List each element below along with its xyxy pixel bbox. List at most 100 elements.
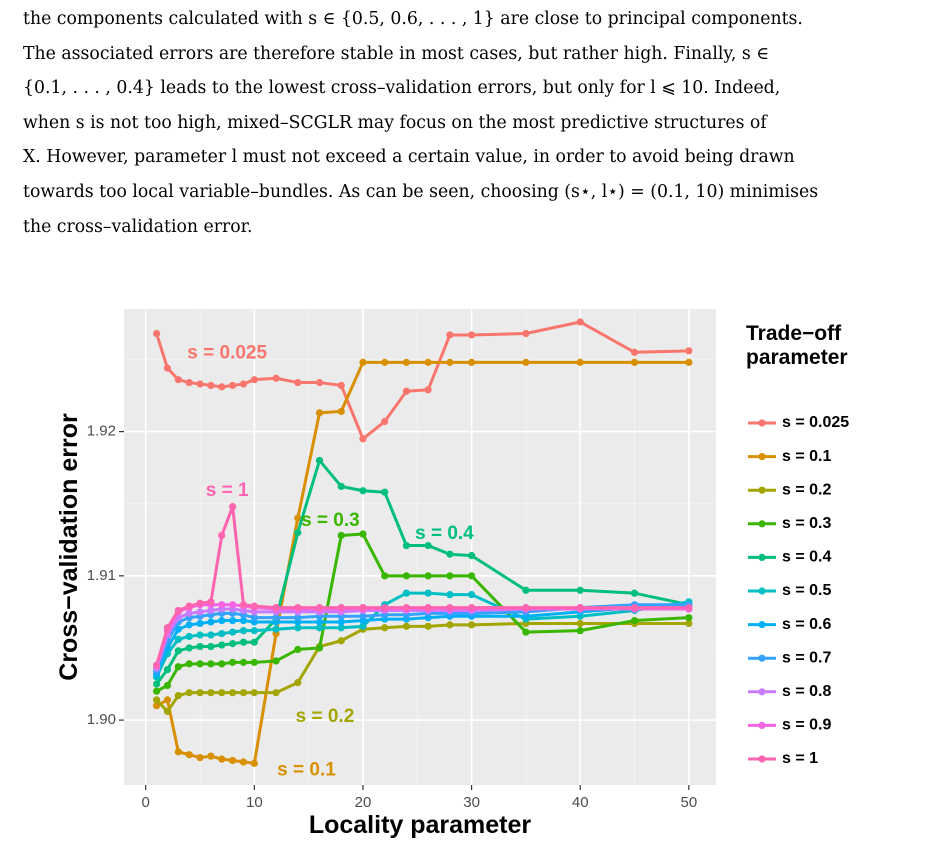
- data-point: [522, 329, 530, 338]
- data-point: [229, 628, 237, 636]
- data-point: [468, 572, 476, 580]
- data-point: [185, 660, 193, 668]
- data-point: [163, 624, 172, 632]
- legend-label: s = 0.1: [782, 448, 831, 465]
- legend-item: s = 0.8: [748, 683, 831, 700]
- data-point: [402, 603, 411, 612]
- legend-key-point: [758, 721, 766, 729]
- legend-item: s = 0.6: [748, 616, 831, 633]
- data-point: [424, 358, 432, 366]
- data-point: [196, 753, 204, 762]
- data-point: [359, 530, 367, 538]
- data-point: [207, 618, 215, 626]
- series-annotation: s = 0.3: [301, 510, 360, 531]
- data-point: [402, 358, 411, 366]
- legend-key-point: [758, 520, 766, 528]
- data-point: [218, 629, 226, 638]
- data-point: [337, 531, 345, 540]
- data-point: [163, 696, 172, 704]
- data-point: [315, 618, 324, 626]
- data-point: [630, 616, 639, 625]
- data-point: [196, 689, 204, 697]
- data-point: [359, 612, 367, 620]
- data-point: [468, 358, 476, 366]
- data-point: [239, 627, 248, 635]
- data-point: [630, 589, 639, 597]
- legend-key-point: [758, 688, 766, 696]
- legend-key-point: [758, 486, 766, 494]
- data-point: [250, 627, 258, 635]
- data-point: [522, 628, 530, 636]
- paragraph-line: when s is not too high, mixed–SCGLR may …: [23, 112, 767, 133]
- data-point: [218, 755, 226, 763]
- data-point: [446, 603, 454, 612]
- legend-label: s = 0.4: [782, 549, 831, 566]
- data-point: [218, 616, 226, 625]
- data-point: [174, 647, 182, 655]
- data-point: [250, 602, 258, 610]
- data-point: [174, 691, 182, 700]
- data-point: [381, 488, 389, 496]
- series-s-0-025: [152, 318, 693, 443]
- data-point: [381, 572, 389, 580]
- data-point: [685, 603, 693, 612]
- legend-item: s = 1: [748, 750, 818, 767]
- data-point: [424, 589, 432, 597]
- legend-key-point: [758, 621, 766, 629]
- data-point: [576, 627, 584, 635]
- data-point: [218, 660, 226, 668]
- data-point: [337, 624, 345, 632]
- body-paragraph: the components calculated with s ∈ {0.5,…: [23, 2, 909, 244]
- paragraph-line: {0.1, . . . , 0.4} leads to the lowest c…: [23, 78, 781, 99]
- data-point: [424, 386, 432, 394]
- data-point: [630, 358, 639, 366]
- data-point: [218, 383, 226, 391]
- data-point: [359, 622, 367, 630]
- legend-label: s = 0.9: [782, 717, 831, 734]
- legend-label: s = 0.7: [782, 649, 831, 666]
- data-point: [446, 550, 454, 558]
- data-point: [218, 531, 226, 540]
- legend-title: Trade−off: [746, 322, 842, 345]
- data-point: [152, 329, 161, 338]
- data-point: [468, 552, 476, 560]
- data-point: [294, 603, 302, 612]
- data-point: [152, 661, 161, 669]
- legend-label: s = 0.6: [782, 616, 831, 633]
- x-tick-label: 10: [246, 794, 263, 811]
- data-point: [359, 487, 367, 495]
- data-point: [239, 380, 248, 388]
- data-point: [337, 381, 345, 390]
- series-annotation: s = 0.4: [415, 523, 474, 544]
- legend-key-point: [758, 553, 766, 561]
- data-point: [207, 598, 215, 606]
- legend-label: s = 1: [782, 750, 818, 767]
- legend-key-point: [758, 587, 766, 595]
- data-point: [196, 619, 204, 628]
- data-point: [402, 572, 411, 580]
- data-point: [402, 387, 411, 395]
- x-tick-label: 30: [463, 794, 480, 811]
- data-point: [294, 678, 302, 687]
- data-point: [174, 663, 182, 671]
- data-point: [337, 618, 345, 626]
- data-point: [315, 624, 324, 632]
- data-point: [185, 632, 193, 641]
- data-point: [576, 603, 584, 612]
- data-point: [315, 603, 324, 612]
- data-point: [315, 409, 324, 417]
- data-point: [250, 614, 258, 622]
- data-point: [294, 645, 302, 654]
- data-point: [174, 748, 182, 756]
- data-point: [468, 331, 476, 339]
- paragraph-line: the components calculated with s ∈ {0.5,…: [23, 9, 803, 29]
- data-point: [402, 589, 411, 597]
- data-point: [196, 642, 204, 651]
- legend-item: s = 0.7: [748, 649, 831, 666]
- data-point: [239, 601, 248, 609]
- data-point: [294, 528, 302, 537]
- data-point: [218, 601, 226, 609]
- paragraph-line: the cross–validation error.: [23, 216, 253, 237]
- data-point: [685, 358, 693, 366]
- data-point: [185, 751, 193, 759]
